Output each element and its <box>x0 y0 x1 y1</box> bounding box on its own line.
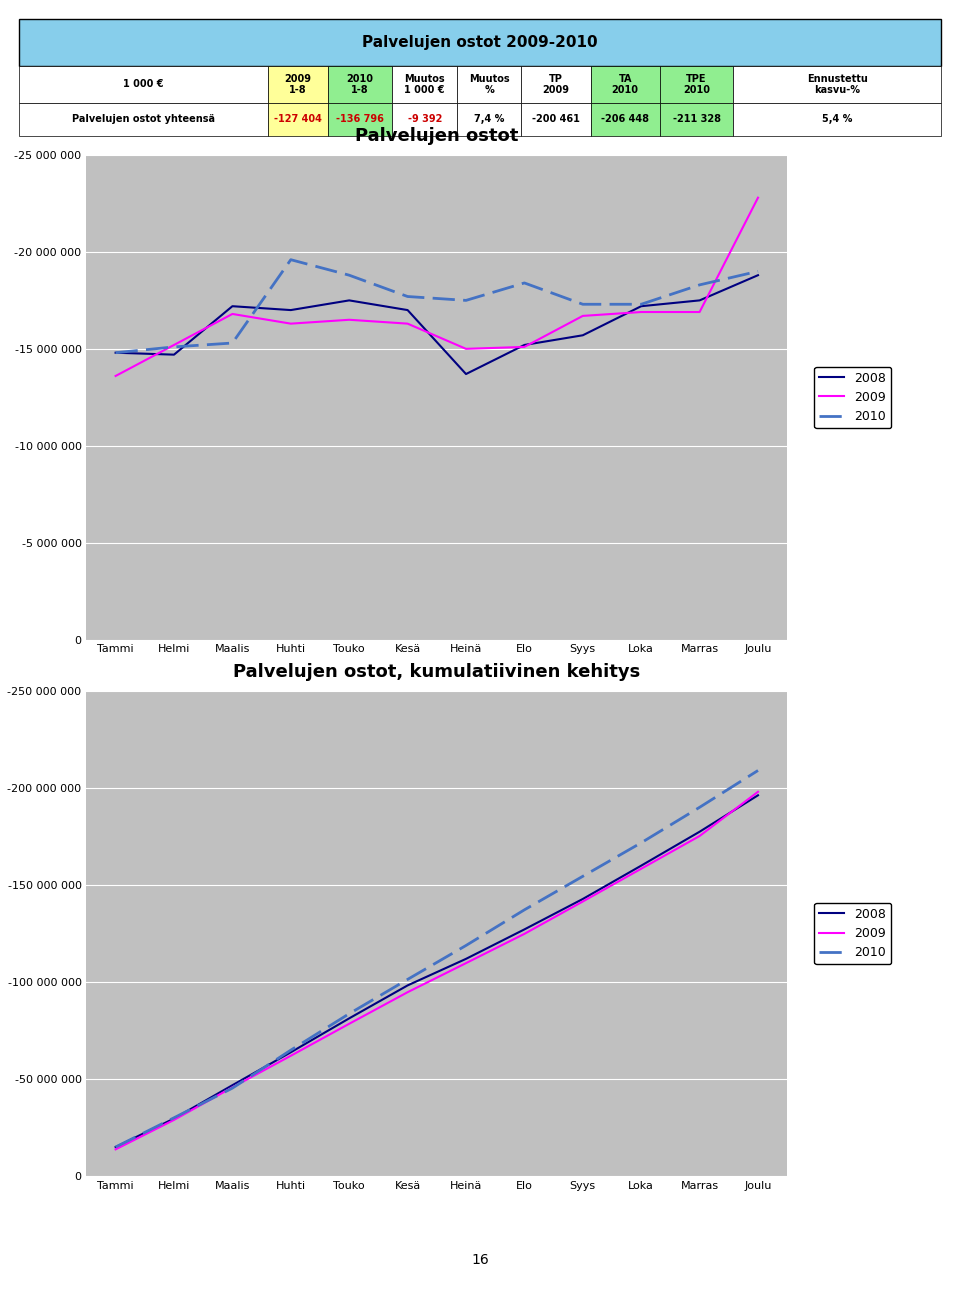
Bar <box>590 66 660 103</box>
Text: Muutos
%: Muutos % <box>468 74 510 96</box>
Text: TPE
2010: TPE 2010 <box>684 74 710 96</box>
Text: -127 404: -127 404 <box>274 115 322 124</box>
Text: Muutos
1 000 €: Muutos 1 000 € <box>404 74 445 96</box>
Text: TA
2010: TA 2010 <box>612 74 638 96</box>
Bar <box>733 103 941 136</box>
Bar <box>393 66 457 103</box>
Bar <box>393 103 457 136</box>
Bar <box>521 103 590 136</box>
Text: 16: 16 <box>471 1253 489 1266</box>
Text: Palvelujen ostot, kumulatiivinen kehitys: Palvelujen ostot, kumulatiivinen kehitys <box>233 663 640 681</box>
Bar <box>733 66 941 103</box>
Bar <box>457 66 521 103</box>
Legend: 2008, 2009, 2010: 2008, 2009, 2010 <box>814 367 891 428</box>
Text: 5,4 %: 5,4 % <box>822 115 852 124</box>
Text: Palvelujen ostot yhteensä: Palvelujen ostot yhteensä <box>72 115 215 124</box>
Text: TP
2009: TP 2009 <box>542 74 569 96</box>
Text: -9 392: -9 392 <box>407 115 442 124</box>
Text: -136 796: -136 796 <box>336 115 384 124</box>
Text: 2010
1-8: 2010 1-8 <box>347 74 373 96</box>
Bar <box>268 66 328 103</box>
Text: 1 000 €: 1 000 € <box>124 80 164 89</box>
Bar <box>268 103 328 136</box>
Text: -200 461: -200 461 <box>532 115 580 124</box>
Bar <box>521 66 590 103</box>
Bar <box>660 66 733 103</box>
Bar <box>19 19 941 66</box>
Text: 7,4 %: 7,4 % <box>474 115 504 124</box>
Bar <box>328 66 393 103</box>
Text: -206 448: -206 448 <box>601 115 649 124</box>
Text: 2009
1-8: 2009 1-8 <box>284 74 311 96</box>
Bar <box>457 103 521 136</box>
Bar <box>590 103 660 136</box>
Bar <box>660 103 733 136</box>
Legend: 2008, 2009, 2010: 2008, 2009, 2010 <box>814 903 891 964</box>
Text: Ennustettu
kasvu-%: Ennustettu kasvu-% <box>806 74 868 96</box>
Text: -211 328: -211 328 <box>673 115 721 124</box>
Text: Palvelujen ostot: Palvelujen ostot <box>355 127 518 145</box>
Bar <box>328 103 393 136</box>
Bar <box>19 66 268 103</box>
Text: Palvelujen ostot 2009-2010: Palvelujen ostot 2009-2010 <box>362 35 598 50</box>
Bar <box>19 103 268 136</box>
